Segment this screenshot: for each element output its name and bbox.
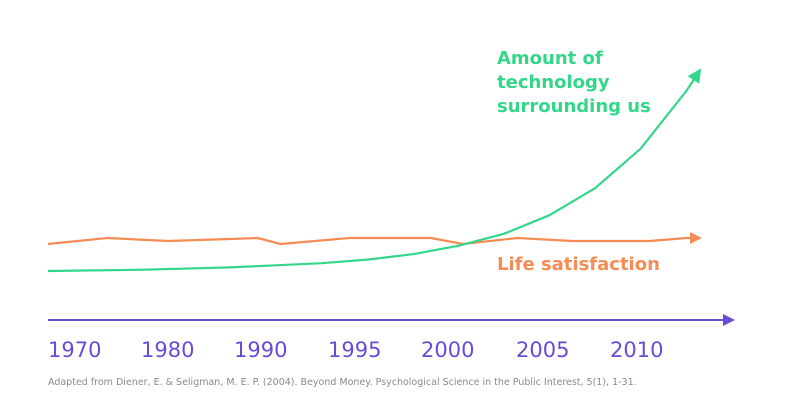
x-tick-label: 1980 [141, 338, 194, 362]
life-satisfaction-line [47, 232, 702, 246]
x-tick-label: 1970 [48, 338, 101, 362]
technology-line [47, 68, 702, 273]
x-tick-label: 2010 [610, 338, 663, 362]
x-tick-label: 1995 [328, 338, 381, 362]
source-citation: Adapted from Diener, E. & Seligman, M. E… [48, 377, 637, 388]
x-tick-label: 2005 [516, 338, 569, 362]
life-satisfaction-label: Life satisfaction [497, 254, 660, 275]
x-tick-label: 1990 [234, 338, 287, 362]
technology-label: Amount of technology surrounding us [497, 48, 651, 117]
technology-label-line: technology [497, 72, 610, 93]
x-tick-label: 2000 [421, 338, 474, 362]
technology-label-line: Amount of [497, 48, 603, 69]
technology-label-line: surrounding us [497, 96, 651, 117]
